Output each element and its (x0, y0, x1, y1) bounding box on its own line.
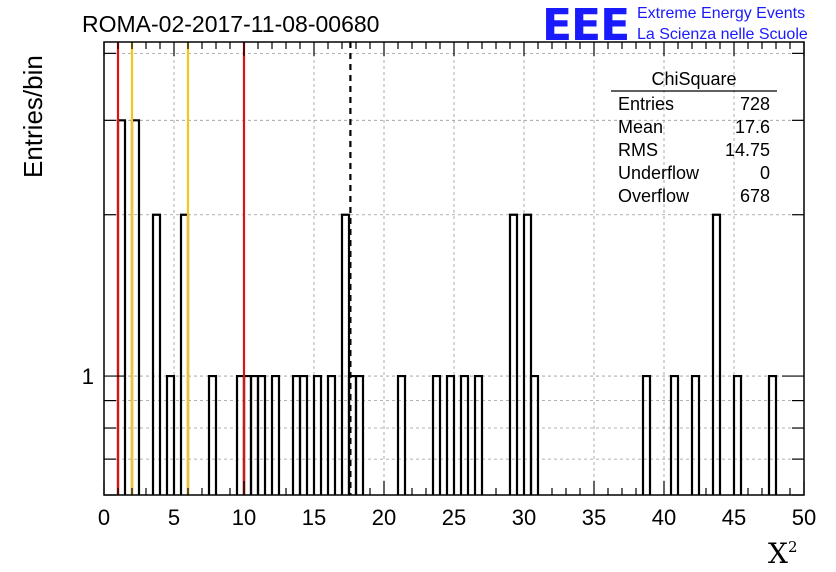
axis-ticks (103, 42, 805, 496)
histogram-bar (354, 374, 365, 495)
eee-logo: EEE Extreme Energy Events La Scienza nel… (542, 0, 808, 51)
histogram-bar (326, 374, 337, 495)
histogram-bar (641, 374, 652, 495)
histogram-bar (207, 374, 218, 495)
x-tick-label: 45 (722, 505, 746, 530)
stats-row-label: RMS (618, 140, 658, 160)
x-tick-label: 50 (792, 505, 816, 530)
x-tick-label: 15 (302, 505, 326, 530)
histogram-bar (270, 374, 281, 495)
stats-row-value: 17.6 (735, 117, 770, 137)
stats-box-title: ChiSquare (651, 69, 736, 89)
eee-logo-mark: EEE (542, 0, 629, 51)
histogram-bar (396, 374, 407, 495)
x-tick-label: 20 (372, 505, 396, 530)
histogram-bar (711, 213, 722, 495)
stats-box: ChiSquare Entries 728 Mean 17.6 RMS 14.75 Unde… (611, 69, 777, 206)
stats-row-value: 14.75 (725, 140, 770, 160)
stats-row-value: 0 (760, 163, 770, 183)
histogram-bar (508, 213, 519, 495)
histogram-bar (529, 374, 540, 495)
x-tick-label: 25 (442, 505, 466, 530)
histogram-bar (522, 213, 533, 495)
x-tick-label: 5 (168, 505, 180, 530)
stats-box-rows: Entries 728 Mean 17.6 RMS 14.75 Underflow 0 Over… (618, 94, 770, 206)
histogram-bar (669, 374, 680, 495)
eee-logo-line1: Extreme Energy Events (637, 5, 805, 22)
histogram-bar (165, 374, 176, 495)
stats-row-label: Mean (618, 117, 663, 137)
histogram-bar (312, 374, 323, 495)
histogram-bar (767, 374, 778, 495)
histogram-bar (256, 374, 267, 495)
histogram-bar (473, 374, 484, 495)
histogram-bar (732, 374, 743, 495)
reference-lines (116, 42, 352, 495)
y-axis-label: Entries/bin (18, 55, 48, 178)
stats-row-label: Overflow (618, 186, 690, 206)
x-tick-label: 10 (232, 505, 256, 530)
stats-row-value: 678 (740, 186, 770, 206)
y-tick-labels: 1 (82, 364, 94, 389)
stats-row-value: 728 (740, 94, 770, 114)
histogram-bar (340, 213, 351, 495)
histogram-bar (459, 374, 470, 495)
stats-row-label: Underflow (618, 163, 700, 183)
histogram-bar (431, 374, 442, 495)
eee-logo-line2: La Scienza nelle Scuole (637, 26, 808, 43)
histogram-bar (690, 374, 701, 495)
x-tick-label: 0 (98, 505, 110, 530)
x-tick-label: 35 (582, 505, 606, 530)
histogram-bar (445, 374, 456, 495)
y-tick-label: 1 (82, 364, 94, 389)
x-tick-label: 30 (512, 505, 536, 530)
x-axis-label-superscript: 2 (788, 538, 798, 556)
x-tick-label: 40 (652, 505, 676, 530)
chart-title: ROMA-02-2017-11-08-00680 (82, 11, 379, 37)
stats-row-label: Entries (618, 94, 674, 114)
histogram-bar (151, 213, 162, 495)
histogram-bar (298, 374, 309, 495)
x-axis-label: X2 (768, 537, 797, 570)
x-tick-labels: 0 5 10 15 20 25 30 35 40 45 50 (98, 505, 816, 530)
x-axis-label-base: X (768, 537, 788, 570)
